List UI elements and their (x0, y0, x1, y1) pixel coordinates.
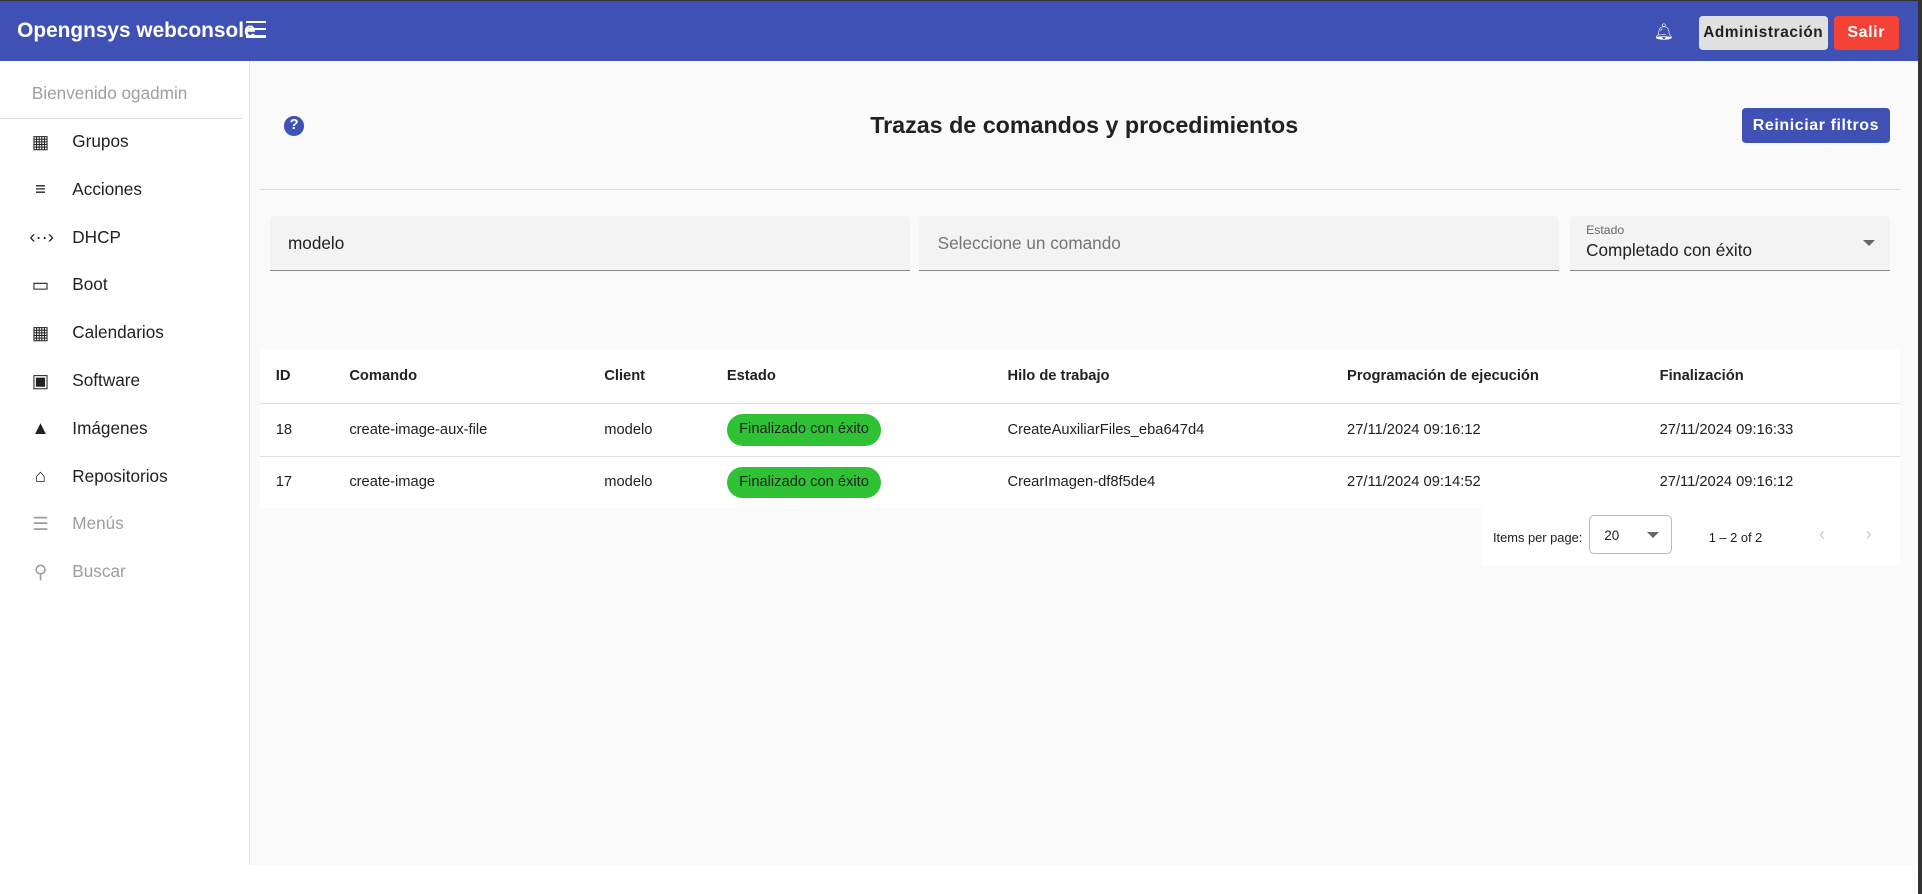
sidebar-item-label: Software (72, 370, 141, 391)
playlist-play-icon: ≡ (35, 178, 46, 200)
sidebar-item-buscar[interactable]: ⚲ Buscar (0, 548, 243, 596)
warehouse-icon: ⌂ (34, 465, 46, 487)
cell-finished: 27/11/2024 09:16:33 (1659, 421, 1794, 438)
settings-ethernet-icon: ‹··› (29, 226, 54, 248)
previous-page-icon[interactable]: ‹ (1819, 523, 1826, 545)
welcome-text: Bienvenido ogadmin (31, 83, 188, 104)
search-icon: ⚲ (33, 560, 48, 582)
sidebar-item-repositorios[interactable]: ⌂ Repositorios (0, 452, 243, 500)
sidebar-item-calendarios[interactable]: ▦ Calendarios (0, 309, 243, 357)
main-content: ? Trazas de comandos y procedimientos Re… (250, 61, 1919, 866)
cell-command: create-image-aux-file (349, 421, 488, 438)
table-row[interactable]: 18 create-image-aux-file modelo Finaliza… (259, 404, 1900, 457)
help-icon[interactable]: ? (284, 116, 304, 137)
column-header[interactable]: Hilo de trabajo (1007, 368, 1110, 385)
top-toolbar: Opengnsys webconsole 🔔︎ Administración S… (0, 0, 1919, 62)
divider (259, 188, 1900, 190)
notifications-bell-icon[interactable]: 🔔︎ (1653, 23, 1674, 41)
cell-scheduled: 27/11/2024 09:14:52 (1347, 474, 1481, 491)
column-header[interactable]: Client (604, 368, 646, 385)
sidebar-item-label: DHCP (72, 226, 121, 247)
client-filter-input[interactable] (285, 231, 867, 256)
column-header[interactable]: ID (275, 368, 291, 385)
sidebar-item-dhcp[interactable]: ‹··› DHCP (0, 213, 243, 261)
sidebar-item-label: Boot (72, 274, 108, 295)
status-badge: Finalizado con éxito (726, 414, 882, 446)
cell-job: CrearImagen-df8f5de4 (1007, 474, 1156, 491)
page-title: Trazas de comandos y procedimientos (870, 111, 1299, 138)
image-icon: ▲ (31, 417, 50, 439)
table-row[interactable]: 17 create-image modelo Finalizado con éx… (260, 457, 1900, 508)
divider (0, 117, 243, 119)
logout-button[interactable]: Salir (1833, 15, 1899, 51)
status-label: Estado (1586, 223, 1625, 238)
sidebar-item-label: Menús (72, 513, 124, 534)
page-size-value: 20 (1604, 528, 1620, 544)
sidebar-item-label: Repositorios (72, 465, 168, 486)
sidebar-item-label: Calendarios (72, 322, 164, 343)
cell-scheduled: 27/11/2024 09:16:12 (1347, 421, 1481, 438)
app-title: Opengnsys webconsole (17, 19, 256, 43)
cell-job: CreateAuxiliarFiles_eba647d4 (1007, 421, 1205, 438)
status-badge: Finalizado con éxito (726, 466, 882, 499)
client-filter-field[interactable] (269, 215, 910, 271)
status-select[interactable]: Estado Completado con éxito (1570, 215, 1891, 271)
menu-icon[interactable] (246, 20, 266, 38)
table-header: ID Comando Client Estado Hilo de trabajo… (259, 349, 1900, 405)
next-page-icon[interactable]: › (1865, 523, 1872, 545)
status-value: Completado con éxito (1586, 240, 1753, 261)
monitor-icon: ▭ (31, 273, 50, 295)
sidebar: Bienvenido ogadmin ▦ Grupos ≡ Acciones ‹··› D… (0, 61, 250, 866)
cell-client: modelo (604, 421, 653, 438)
traces-table: ID Comando Client Estado Hilo de trabajo… (259, 349, 1900, 509)
sidebar-item-label: Grupos (72, 131, 129, 152)
sidebar-item-grupos[interactable]: ▦ Grupos (0, 118, 243, 166)
column-header[interactable]: Programación de ejecución (1347, 368, 1539, 385)
cell-finished: 27/11/2024 09:16:12 (1659, 474, 1794, 491)
sidebar-item-boot[interactable]: ▭ Boot (0, 261, 243, 309)
sidebar-item-imágenes[interactable]: ▲ Imágenes (0, 404, 243, 452)
page-range: 1 – 2 of 2 (1708, 529, 1763, 545)
column-header[interactable]: Estado (726, 368, 776, 385)
column-header[interactable]: Finalización (1659, 368, 1744, 385)
page-size-select[interactable]: 20 (1588, 514, 1672, 555)
sidebar-item-menús[interactable]: ☰ Menús (0, 500, 243, 548)
sidebar-item-label: Imágenes (72, 417, 148, 438)
cell-command: create-image (349, 474, 436, 491)
command-filter-field[interactable] (919, 215, 1560, 271)
items-per-page-label: Items per page: (1492, 529, 1583, 545)
column-header[interactable]: Comando (349, 368, 418, 385)
list-icon: ☰ (32, 512, 49, 534)
dropdown-arrow-icon (1863, 240, 1876, 247)
building-icon: ▦ (31, 130, 50, 152)
terminal-icon: ▣ (31, 369, 50, 391)
command-filter-input[interactable] (935, 231, 1516, 256)
sidebar-item-label: Buscar (72, 561, 126, 582)
sidebar-item-label: Acciones (72, 178, 142, 199)
administration-button[interactable]: Administración (1698, 15, 1828, 51)
reset-filters-button[interactable]: Reiniciar filtros (1741, 107, 1891, 144)
cell-client: modelo (604, 474, 653, 491)
sidebar-item-software[interactable]: ▣ Software (0, 357, 243, 405)
dropdown-arrow-icon (1646, 531, 1659, 538)
sidebar-item-acciones[interactable]: ≡ Acciones (0, 165, 243, 213)
cell-id: 18 (275, 421, 293, 438)
calendar-icon: ▦ (31, 321, 50, 343)
window-edge (1918, 0, 1922, 894)
cell-id: 17 (275, 474, 293, 491)
paginator: Items per page: 20 1 – 2 of 2 ‹ › (1480, 507, 1900, 566)
